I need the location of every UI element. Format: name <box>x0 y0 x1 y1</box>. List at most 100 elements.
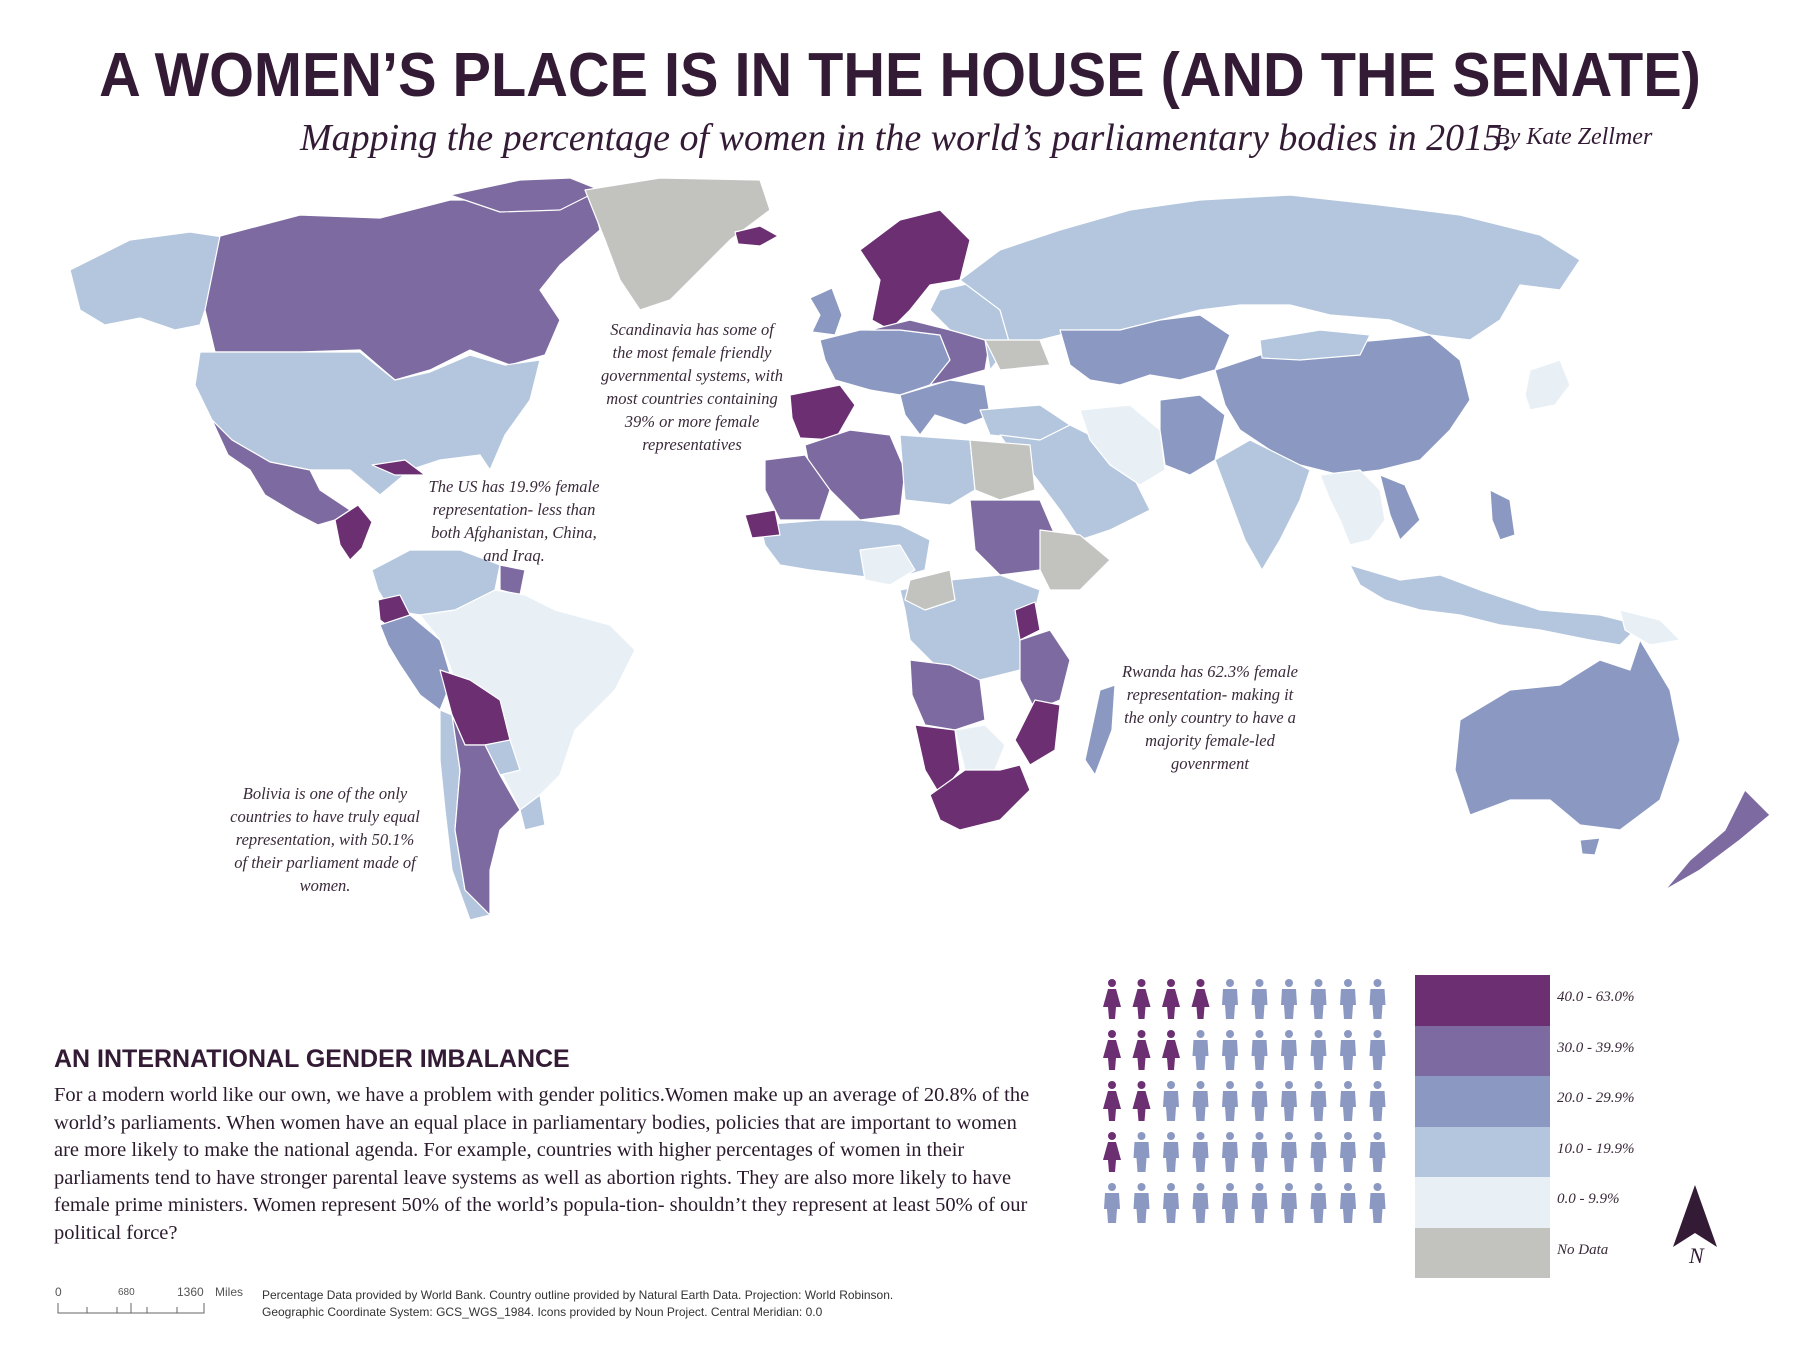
legend-label: 30.0 - 39.9% <box>1557 1039 1635 1056</box>
man-icon <box>1192 1132 1209 1172</box>
section-heading: AN INTERNATIONAL GENDER IMBALANCE <box>54 1045 570 1073</box>
man-icon <box>1369 1081 1386 1121</box>
annotation-line: majority female-led <box>1145 731 1275 750</box>
region-italy-balkans <box>899 379 991 436</box>
scale-tick-label: 1360 <box>177 1285 204 1299</box>
region-angola-zambia <box>909 659 986 731</box>
region-senegal <box>744 509 781 539</box>
man-icon <box>1251 1030 1268 1070</box>
man-icon <box>1310 1081 1327 1121</box>
region-argentina <box>451 714 521 916</box>
annotation-us: The US has 19.9% female representation- … <box>414 475 614 567</box>
scale-unit-label: Miles <box>215 1285 244 1299</box>
region-egypt <box>969 439 1036 501</box>
annotation-line: women. <box>299 876 351 895</box>
legend-swatch <box>1415 1177 1550 1228</box>
man-icon <box>1222 1183 1238 1223</box>
annotation-line: representatives <box>642 435 742 454</box>
man-icon <box>1222 979 1238 1019</box>
region-rwanda-uganda <box>1014 601 1041 641</box>
region-cuba <box>371 459 426 476</box>
annotation-line: 39% or more female <box>624 412 760 431</box>
man-icon <box>1310 1183 1327 1223</box>
man-icon <box>1251 979 1268 1019</box>
annotation-line: Bolivia is one of the only <box>242 784 408 803</box>
man-icon <box>1222 1132 1238 1172</box>
region-ukraine <box>984 339 1051 371</box>
woman-icon <box>1103 1030 1121 1070</box>
woman-icon <box>1103 1081 1121 1121</box>
legend-label: 10.0 - 19.9% <box>1557 1140 1635 1157</box>
author-credit: By Kate Zellmer <box>1495 124 1653 150</box>
annotation-line: Scandinavia has some of <box>610 320 774 339</box>
man-icon <box>1163 1183 1179 1223</box>
woman-icon <box>1132 979 1151 1019</box>
region-uruguay <box>519 794 546 831</box>
man-icon <box>1133 1183 1150 1223</box>
annotation-line: representation- less than <box>432 500 596 519</box>
legend-swatch <box>1415 1126 1550 1177</box>
woman-icon <box>1191 979 1210 1019</box>
annotation-line: countries to have truly equal <box>230 807 420 826</box>
man-icon <box>1369 979 1386 1019</box>
region-russia <box>959 194 1581 346</box>
man-icon <box>1192 1081 1209 1121</box>
legend-item: No Data <box>1415 1227 1665 1278</box>
region-mozambique <box>1014 699 1061 766</box>
map-subtitle: Mapping the percentage of women in the w… <box>300 117 1512 159</box>
region-east-africa <box>1019 629 1071 711</box>
region-south-africa <box>929 764 1031 831</box>
man-icon <box>1251 1132 1268 1172</box>
credit-line: Geographic Coordinate System: GCS_WGS_19… <box>262 1305 823 1319</box>
woman-icon <box>1132 1030 1151 1070</box>
region-new-zealand <box>1664 789 1771 891</box>
region-central-asia <box>1059 314 1231 386</box>
legend-label: 20.0 - 29.9% <box>1557 1090 1635 1106</box>
woman-icon <box>1162 1030 1180 1070</box>
legend-label: 40.0 - 63.0% <box>1557 989 1635 1005</box>
annotation-line: govenrment <box>1171 754 1249 773</box>
region-greenland <box>584 177 771 311</box>
region-drc-no-data <box>904 569 956 611</box>
region-mongolia <box>1259 329 1371 361</box>
region-indonesia <box>1349 564 1641 646</box>
man-icon <box>1281 1132 1297 1172</box>
man-icon <box>1281 1030 1297 1070</box>
annotation-line: representation, with 50.1% <box>235 830 415 849</box>
man-icon <box>1222 1081 1238 1121</box>
legend-label: 0.0 - 9.9% <box>1557 1191 1620 1207</box>
legend-swatch <box>1415 1025 1550 1076</box>
region-alaska <box>69 231 231 331</box>
credit-line: Percentage Data provided by World Bank. … <box>262 1288 894 1302</box>
credits: Percentage Data provided by World Bank. … <box>262 1287 893 1321</box>
region-central-america <box>334 504 373 561</box>
man-icon <box>1369 1132 1386 1172</box>
man-icon <box>1340 1183 1356 1223</box>
legend: 40.0 - 63.0% 30.0 - 39.9% 20.0 - 29.9% 1… <box>1415 975 1665 1278</box>
region-southeast-asia <box>1319 469 1386 546</box>
region-usa <box>194 351 541 496</box>
map-title: A WOMEN’S PLACE IS IN THE HOUSE (AND THE… <box>99 41 1701 110</box>
man-icon <box>1340 1030 1356 1070</box>
people-pictogram <box>1103 979 1386 1223</box>
region-iceland <box>734 225 779 247</box>
annotation-bolivia: Bolivia is one of the only countries to … <box>210 782 440 897</box>
annotation-scandinavia: Scandinavia has some of the most female … <box>582 318 802 456</box>
scale-bar: 0 680 1360 Miles <box>55 1285 255 1325</box>
region-tasmania <box>1579 837 1601 856</box>
annotation-line: the most female friendly <box>612 343 772 362</box>
man-icon <box>1163 1081 1179 1121</box>
region-australia <box>1454 639 1681 831</box>
region-guyanas <box>499 564 526 596</box>
man-icon <box>1251 1081 1268 1121</box>
annotation-line: representation- making it <box>1126 685 1294 704</box>
annotation-line: Rwanda has 62.3% female <box>1122 662 1298 681</box>
man-icon <box>1222 1030 1238 1070</box>
man-icon <box>1281 1081 1297 1121</box>
annotation-line: both Afghanistan, China, <box>431 523 597 542</box>
region-philippines <box>1489 489 1516 541</box>
man-icon <box>1192 1030 1209 1070</box>
legend-item: 40.0 - 63.0% <box>1415 975 1665 1026</box>
man-icon <box>1192 1183 1209 1223</box>
region-scandinavia <box>859 209 971 331</box>
